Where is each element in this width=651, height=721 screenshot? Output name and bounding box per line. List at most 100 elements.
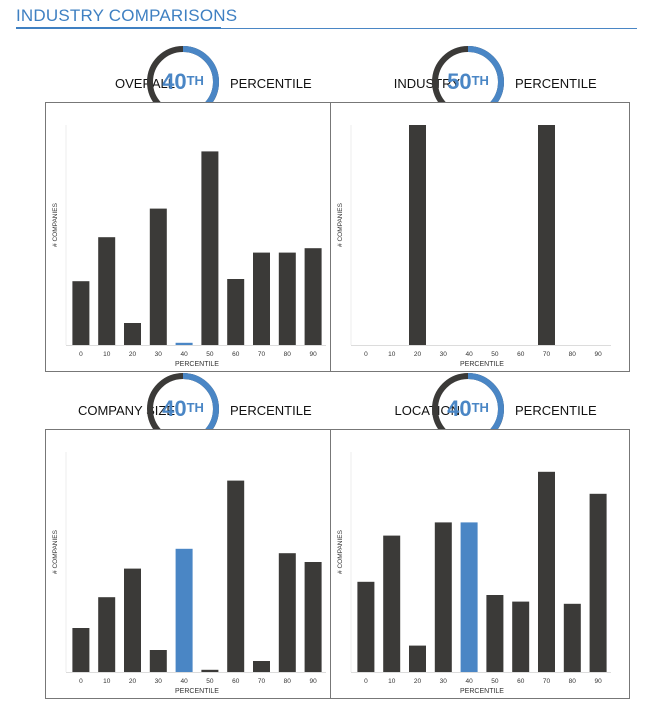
x-tick-label: 90 [594,351,602,358]
chart-svg: 0 10 20 30 40 50 60 70 80 90 PERCENTILE # COMPANIES [52,452,326,695]
panel-header: COMPANY SIZE 40 TH PERCENTILE [45,371,345,451]
panel-label: INDUSTRY [393,76,460,91]
x-tick-label: 70 [543,678,551,685]
bar-90 [589,493,607,672]
percentile-value: 40 [162,69,187,94]
y-axis-label: # COMPANIES [52,202,59,247]
bar-80 [563,603,581,672]
x-tick-label: 60 [232,351,240,358]
bar-70 [538,471,555,672]
x-tick-label: 60 [517,351,525,358]
chart-svg: 0 10 20 30 40 50 60 70 80 90 PERCENTILE # COMPANIES [52,125,326,368]
x-tick-label: 80 [569,351,577,358]
bar-50 [201,151,219,345]
bar-10 [383,535,401,672]
bar-60 [227,279,245,345]
percentile-value: 40 [447,396,472,421]
bar-70 [253,252,270,345]
x-tick-label: 20 [129,678,137,685]
x-axis-label: PERCENTILE [175,361,219,368]
x-tick-label: 30 [155,678,163,685]
bar-chart-company-size: 0 10 20 30 40 50 60 70 80 90 PERCENTILE # COMPANIES [45,429,345,699]
bar-20 [409,645,426,672]
x-tick-label: 20 [414,351,422,358]
bar-10 [98,597,116,672]
x-tick-label: 40 [465,678,473,685]
bar-90 [304,248,322,345]
percentile-word: PERCENTILE [230,76,312,91]
panel-label: LOCATION [394,403,461,418]
page-title: INDUSTRY COMPARISONS [16,6,238,25]
x-tick-label: 60 [232,678,240,685]
bar-90 [304,562,322,672]
bar-70 [538,125,555,345]
x-tick-label: 70 [543,351,551,358]
x-tick-label: 50 [206,678,214,685]
chart-svg: 0 10 20 30 40 50 60 70 80 90 PERCENTILE # COMPANIES [337,125,611,368]
ring-progress [432,373,504,445]
x-tick-label: 50 [206,351,214,358]
bar-chart-location: 0 10 20 30 40 50 60 70 80 90 PERCENTILE # COMPANIES [330,429,630,699]
percentile-value: 40 [162,396,187,421]
ring-progress [147,46,219,118]
x-tick-label: 90 [309,678,317,685]
percentile-ring: 40 TH [145,371,221,447]
x-axis-label: PERCENTILE [460,361,504,368]
percentile-suffix: TH [186,72,204,88]
bar-20 [124,568,141,672]
bar-50 [201,669,219,672]
percentile-word: PERCENTILE [515,76,597,91]
ring-progress [147,373,219,445]
bar-30 [149,208,167,345]
chart-svg: 0 10 20 30 40 50 60 70 80 90 PERCENTILE # COMPANIES [337,452,611,695]
y-axis-label: # COMPANIES [337,202,344,247]
bar-0 [72,628,90,672]
y-axis-label: # COMPANIES [52,529,59,574]
percentile-word: PERCENTILE [230,403,312,418]
bar-0 [72,281,90,345]
bar-70 [253,661,270,672]
x-tick-label: 50 [491,678,499,685]
x-tick-label: 10 [103,351,111,358]
x-tick-label: 80 [284,678,292,685]
x-axis-label: PERCENTILE [175,688,219,695]
x-axis-label: PERCENTILE [460,688,504,695]
x-tick-label: 70 [258,351,266,358]
bar-60 [227,480,245,672]
percentile-suffix: TH [186,399,204,415]
x-tick-label: 20 [129,351,137,358]
bar-40 [175,548,193,672]
percentile-ring: 40 TH [430,371,506,447]
x-tick-label: 80 [569,678,577,685]
bar-20 [124,323,141,345]
bar-80 [278,252,296,345]
x-tick-label: 0 [364,678,368,685]
x-tick-label: 30 [440,351,448,358]
bar-30 [434,522,452,672]
x-tick-label: 30 [440,678,448,685]
percentile-word: PERCENTILE [515,403,597,418]
x-tick-label: 0 [79,351,83,358]
bar-40 [460,522,478,672]
bar-60 [512,601,530,672]
x-tick-label: 40 [465,351,473,358]
percentile-value: 50 [447,69,472,94]
percentile-suffix: TH [471,399,489,415]
x-tick-label: 90 [309,351,317,358]
x-tick-label: 40 [180,678,188,685]
percentile-suffix: TH [471,72,489,88]
bar-0 [357,581,375,672]
x-tick-label: 60 [517,678,525,685]
bar-20 [409,125,426,345]
x-tick-label: 50 [491,351,499,358]
x-tick-label: 40 [180,351,188,358]
bar-chart-overall: 0 10 20 30 40 50 60 70 80 90 PERCENTILE # COMPANIES [45,102,345,372]
x-tick-label: 10 [388,351,396,358]
x-tick-label: 0 [79,678,83,685]
title-divider [16,28,637,29]
bar-80 [278,553,296,672]
x-tick-label: 10 [388,678,396,685]
x-tick-label: 90 [594,678,602,685]
bar-chart-industry: 0 10 20 30 40 50 60 70 80 90 PERCENTILE # COMPANIES [330,102,630,372]
x-tick-label: 20 [414,678,422,685]
